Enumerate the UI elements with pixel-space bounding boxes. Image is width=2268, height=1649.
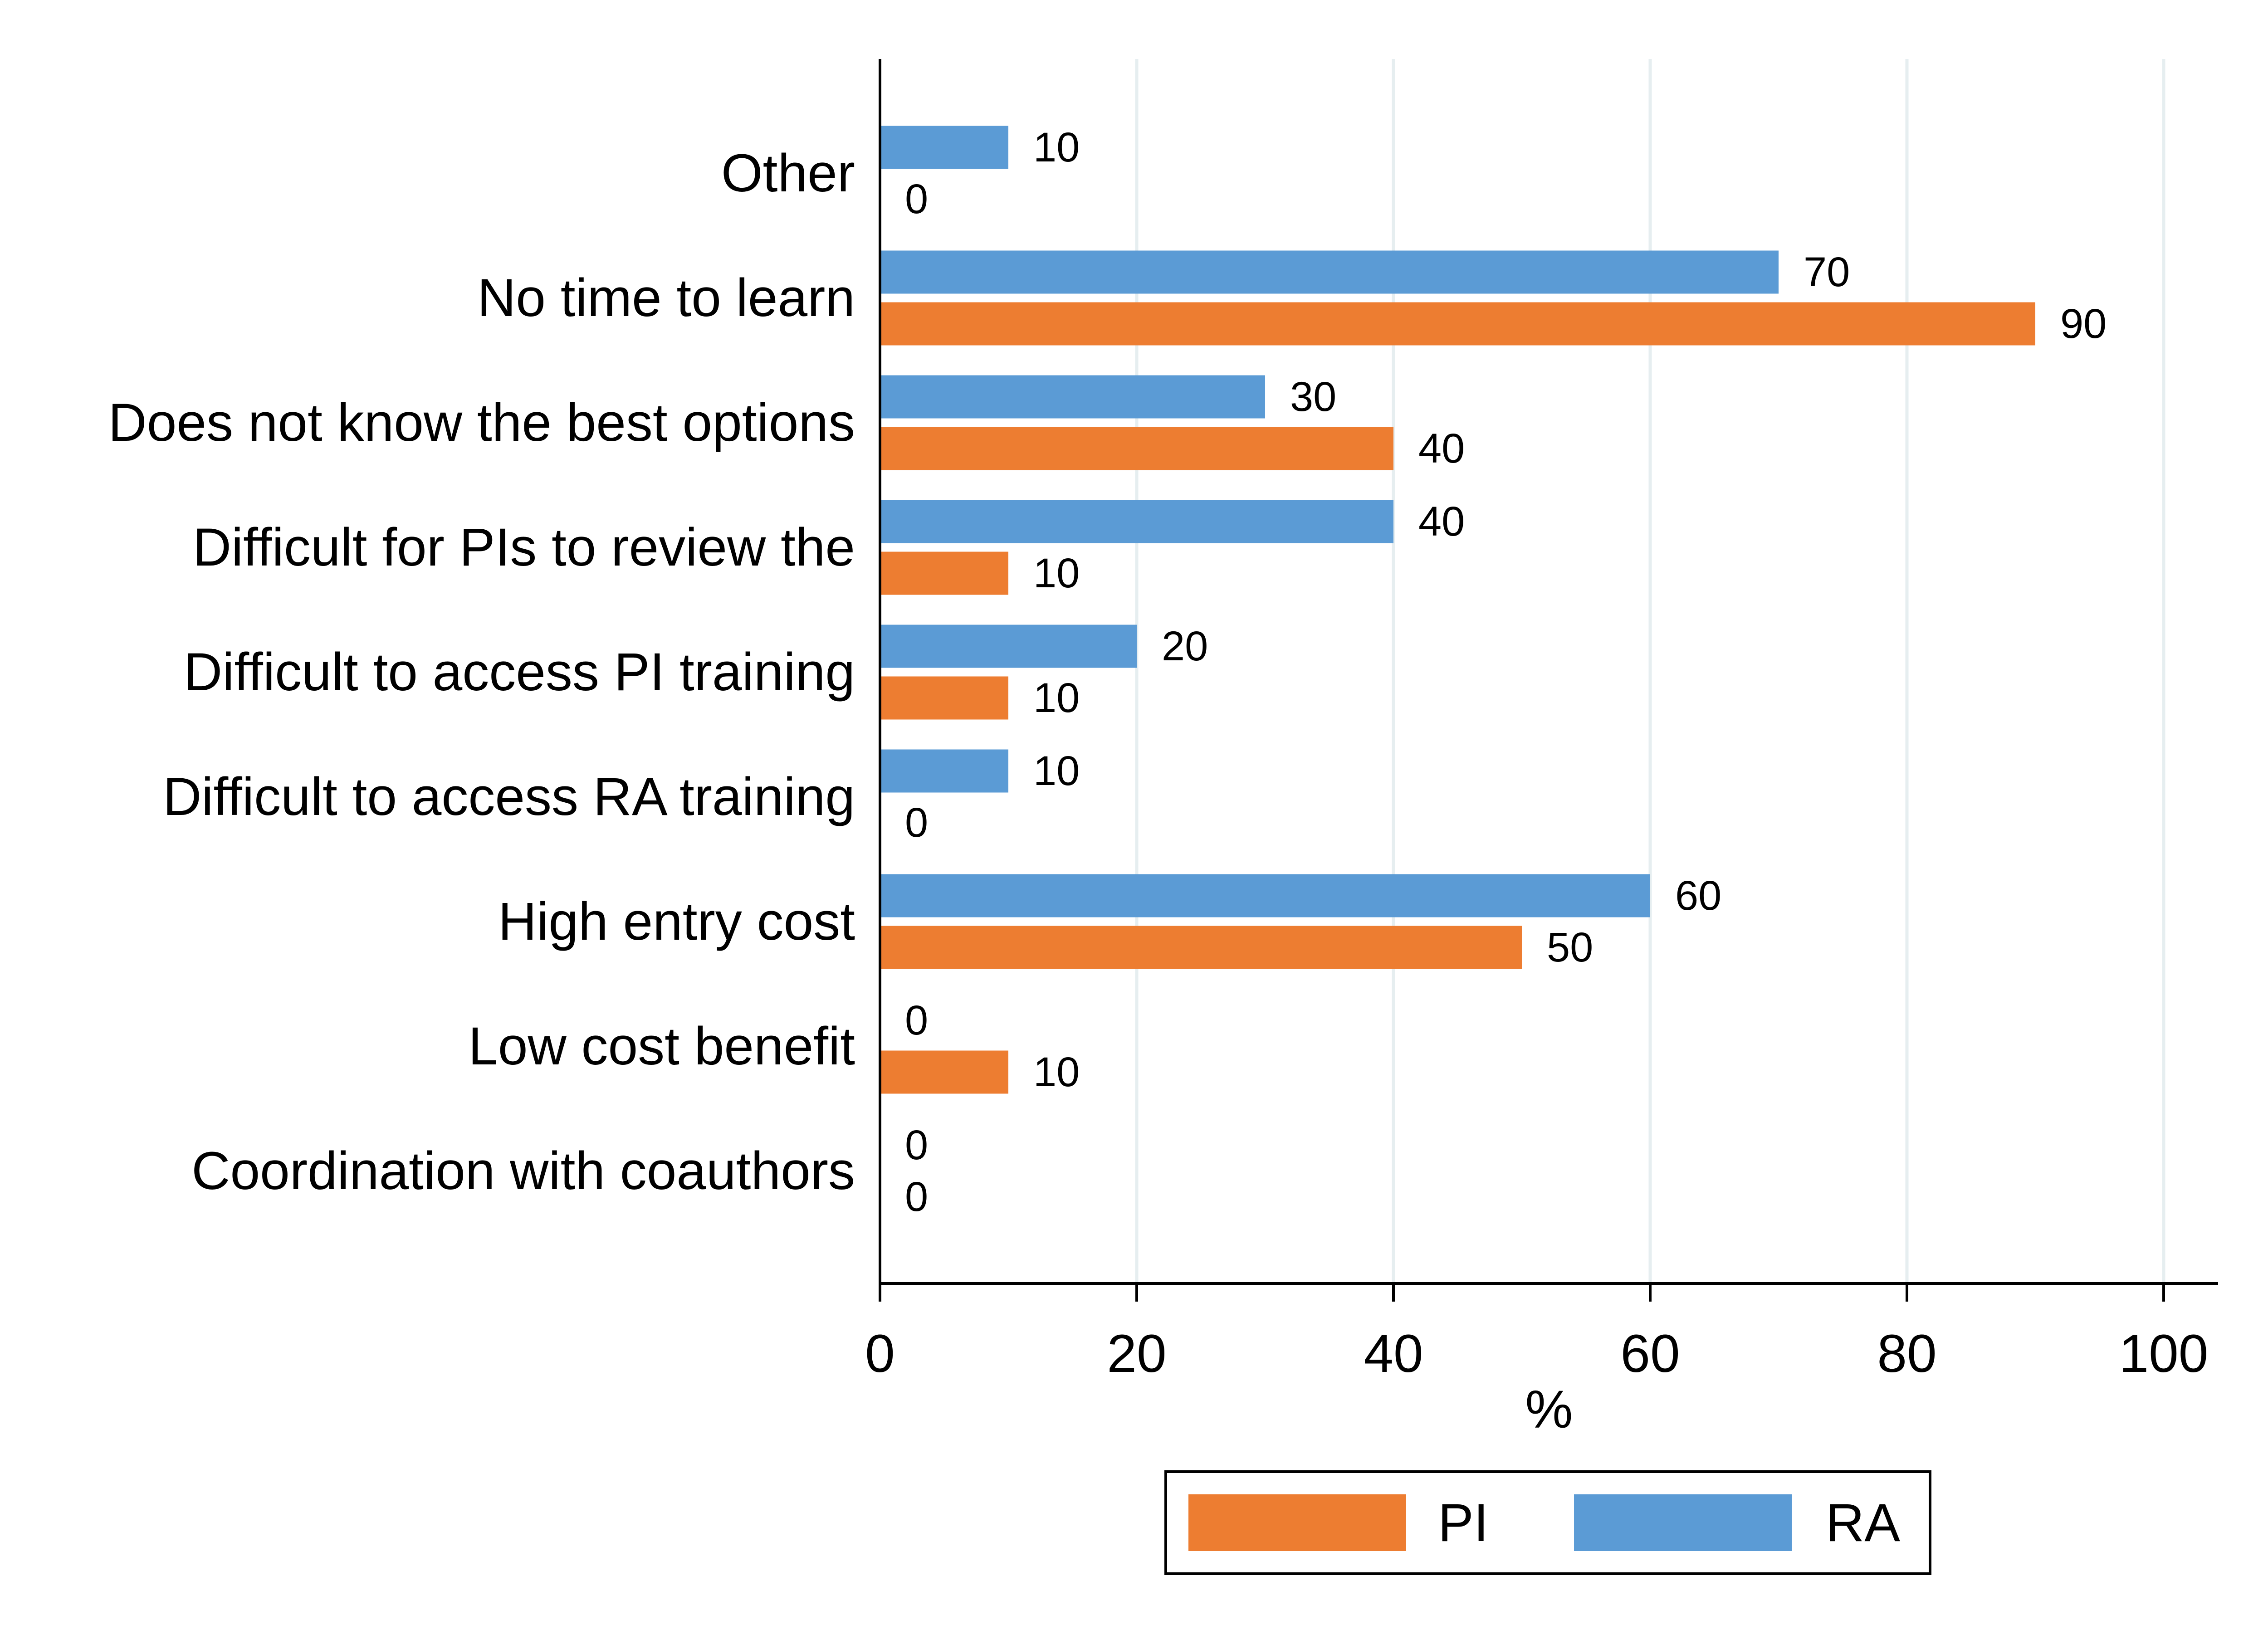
data-label: 10 [1033, 748, 1080, 794]
data-label: 10 [1033, 124, 1080, 171]
data-label: 30 [1290, 374, 1336, 420]
category-label: No time to learn [477, 268, 855, 328]
bar-ra [880, 126, 1008, 169]
bar-pi [880, 1050, 1008, 1094]
data-label: 10 [1033, 550, 1080, 596]
x-tick-label: 100 [2119, 1324, 2209, 1384]
x-tick-label: 80 [1877, 1324, 1936, 1384]
category-label: Other [721, 143, 855, 203]
legend: PI RA [1164, 1470, 1931, 1575]
bar-ra [880, 624, 1137, 668]
data-label: 50 [1547, 924, 1593, 971]
data-label: 60 [1675, 873, 1721, 919]
data-label: 90 [2060, 301, 2107, 347]
bar-pi [880, 427, 1393, 470]
data-label: 0 [905, 176, 928, 222]
category-label: Difficult for PIs to review the [193, 517, 855, 577]
bar-ra [880, 250, 1779, 294]
category-label: Difficult to access PI training [184, 642, 855, 702]
legend-label-pi: PI [1438, 1493, 1489, 1553]
bar-ra [880, 500, 1393, 543]
bar-pi [880, 302, 2035, 346]
bars-layer [880, 126, 2035, 1094]
bar-ra [880, 375, 1265, 419]
data-label: 20 [1162, 623, 1208, 669]
legend-label-ra: RA [1826, 1493, 1900, 1553]
x-tick-label: 40 [1364, 1324, 1423, 1384]
data-label: 0 [905, 1174, 928, 1220]
category-label: High entry cost [498, 892, 855, 951]
data-label: 70 [1804, 249, 1850, 295]
category-label: Low cost benefit [468, 1016, 855, 1076]
x-tick-label: 0 [865, 1324, 895, 1384]
data-label: 10 [1033, 1049, 1080, 1095]
bar-pi [880, 551, 1008, 595]
category-label: Coordination with coauthors [191, 1141, 855, 1201]
x-tick-label: 20 [1107, 1324, 1166, 1384]
grid-layer [1135, 59, 2165, 1283]
data-label: 40 [1418, 498, 1465, 545]
x-axis-title: % [1525, 1380, 1573, 1439]
ticks-layer: 0 20 40 60 80 100 [865, 1283, 2208, 1384]
category-label: Does not know the best options [108, 393, 855, 453]
axes-layer [879, 59, 2218, 1293]
labels-layer: Other 10 0 No time to learn 70 90 Does not kno… [108, 124, 2107, 1220]
legend-swatch-pi [1188, 1494, 1406, 1551]
bar-ra [880, 874, 1650, 917]
bar-pi [880, 926, 1522, 969]
x-tick-label: 60 [1620, 1324, 1680, 1384]
data-label: 0 [905, 1122, 928, 1168]
bar-pi [880, 676, 1008, 720]
bar-ra [880, 749, 1008, 793]
category-label: Difficult to access RA training [163, 767, 855, 827]
data-label: 10 [1033, 675, 1080, 721]
legend-swatch-ra [1574, 1494, 1792, 1551]
data-label: 0 [905, 997, 928, 1044]
data-label: 40 [1418, 425, 1465, 472]
data-label: 0 [905, 800, 928, 846]
